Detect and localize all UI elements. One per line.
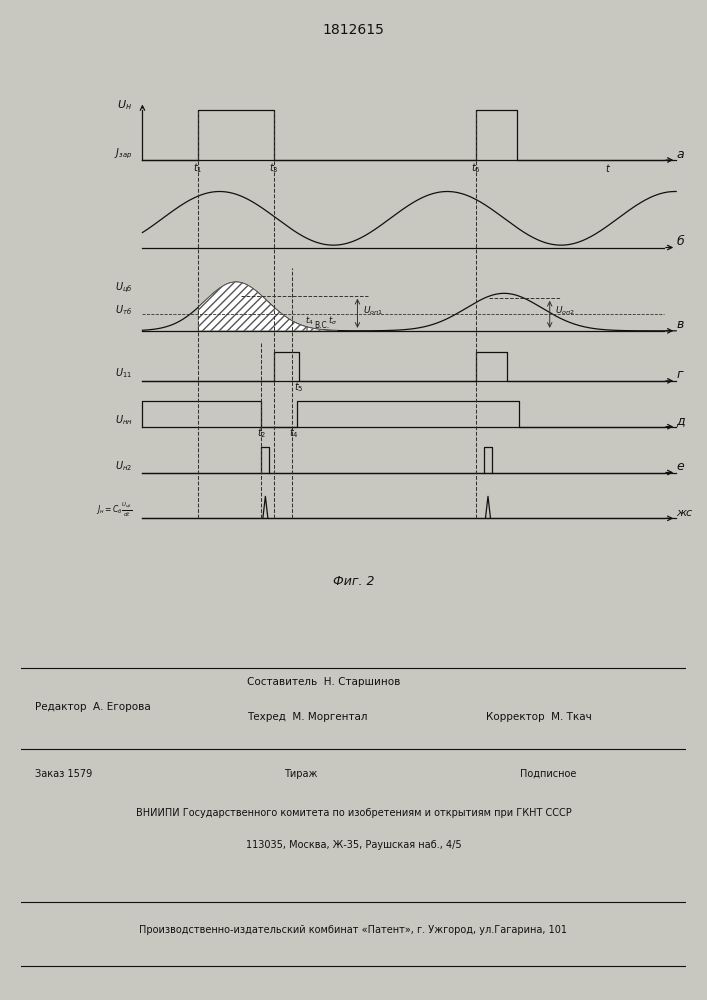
Text: $t_1$: $t_1$ bbox=[194, 162, 203, 175]
Text: г: г bbox=[676, 368, 683, 381]
Text: $U_н$: $U_н$ bbox=[117, 98, 132, 112]
Text: $t_5$: $t_5$ bbox=[295, 380, 304, 394]
Text: $t_4$: $t_4$ bbox=[305, 314, 314, 327]
Text: Техред  М. Моргентал: Техред М. Моргентал bbox=[247, 712, 368, 722]
Text: $J_н{=}C_б\frac{U_{цб}}{dt}$: $J_н{=}C_б\frac{U_{цб}}{dt}$ bbox=[96, 501, 132, 519]
Text: 113035, Москва, Ж-35, Раушская наб., 4/5: 113035, Москва, Ж-35, Раушская наб., 4/5 bbox=[246, 840, 461, 850]
Polygon shape bbox=[198, 282, 307, 331]
Text: $t_σ$: $t_σ$ bbox=[327, 314, 337, 327]
Text: 1812615: 1812615 bbox=[322, 23, 385, 37]
Text: д: д bbox=[676, 414, 685, 427]
Text: $U_{нн}$: $U_{нн}$ bbox=[115, 413, 132, 427]
Polygon shape bbox=[308, 327, 337, 331]
Text: Тираж: Тираж bbox=[284, 769, 317, 779]
Text: б: б bbox=[676, 235, 684, 248]
Text: $t_3$: $t_3$ bbox=[269, 162, 279, 175]
Text: ВНИИПИ Государственного комитета по изобретениям и открытиям при ГКНТ СССР: ВНИИПИ Государственного комитета по изоб… bbox=[136, 808, 571, 818]
Text: Редактор  А. Егорова: Редактор А. Егорова bbox=[35, 702, 151, 712]
Text: Корректор  М. Ткач: Корректор М. Ткач bbox=[486, 712, 592, 722]
Text: $U_{11}$: $U_{11}$ bbox=[115, 367, 132, 380]
Text: $U_{оп1}$: $U_{оп1}$ bbox=[363, 304, 382, 317]
Text: $t$: $t$ bbox=[604, 162, 611, 174]
Text: $t_4$: $t_4$ bbox=[289, 426, 299, 440]
Text: $U_{н2}$: $U_{н2}$ bbox=[115, 459, 132, 473]
Text: a: a bbox=[676, 147, 684, 160]
Text: Заказ 1579: Заказ 1579 bbox=[35, 769, 92, 779]
Text: Производственно-издательский комбинат «Патент», г. Ужгород, ул.Гагарина, 101: Производственно-издательский комбинат «П… bbox=[139, 925, 568, 935]
Text: Фиг. 2: Фиг. 2 bbox=[333, 575, 374, 588]
Text: $U_{цб}$: $U_{цб}$ bbox=[115, 281, 132, 295]
Text: B.C.: B.C. bbox=[315, 321, 329, 330]
Text: Подписное: Подписное bbox=[520, 769, 576, 779]
Text: Составитель  Н. Старшинов: Составитель Н. Старшинов bbox=[247, 677, 401, 687]
Text: $J_{зар}$: $J_{зар}$ bbox=[114, 147, 132, 161]
Text: $t_6$: $t_6$ bbox=[472, 162, 481, 175]
Text: $U_{оп2}$: $U_{оп2}$ bbox=[555, 304, 575, 317]
Text: $t_2$: $t_2$ bbox=[257, 426, 266, 440]
Text: $U_{тб}$: $U_{тб}$ bbox=[115, 303, 132, 317]
Text: в: в bbox=[676, 318, 684, 331]
Text: е: е bbox=[676, 460, 684, 473]
Text: жс: жс bbox=[676, 508, 692, 518]
